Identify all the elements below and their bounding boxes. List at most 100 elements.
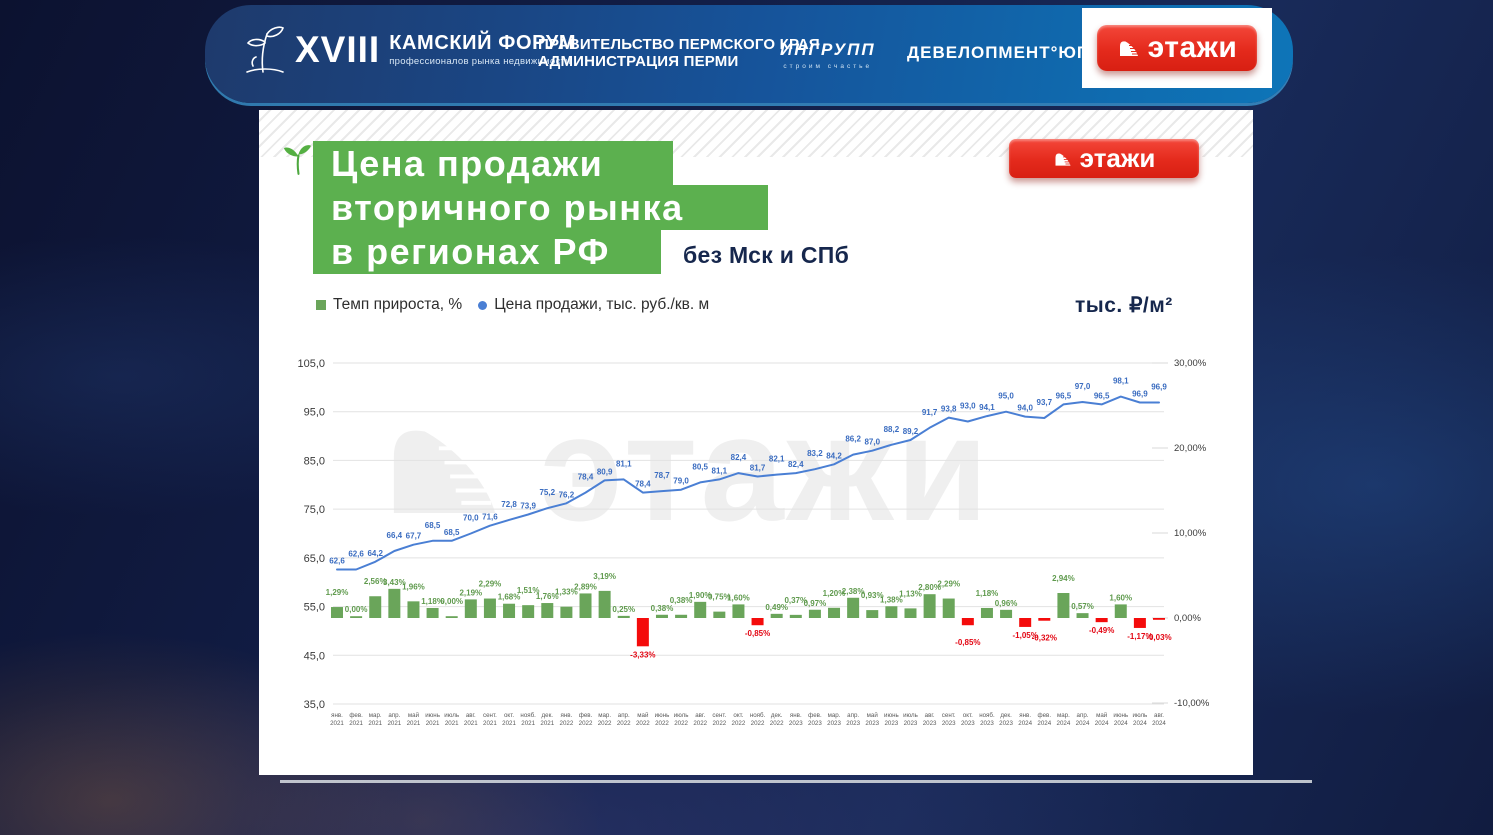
forum-text: КАМСКИЙ ФОРУМ профессионалов рынка недви… [389,32,576,67]
bar-value-label: 2,94% [1052,574,1075,583]
line-value-label: 76,2 [559,490,575,499]
x-axis-year: 2021 [445,720,459,727]
x-axis-year: 2022 [693,720,707,727]
line-value-label: 62,6 [348,550,364,559]
etazhi-house-icon [1055,152,1071,166]
line-value-label: 95,0 [998,392,1014,401]
x-axis-month: май [408,712,420,719]
line-value-label: 93,8 [941,405,957,414]
x-axis-month: сент. [942,712,956,719]
x-axis-month: май [867,712,879,719]
bar-value-label: 0,37% [784,596,807,605]
bar-value-label: 1,60% [1109,593,1132,602]
x-axis-month: июль [444,712,459,719]
x-axis-month: сент. [483,712,497,719]
x-axis-year: 2023 [789,720,803,727]
bar [1153,618,1165,620]
etazhi-house-icon [1119,41,1138,56]
x-axis-month: мар. [598,712,611,719]
line-value-label: 82,4 [731,453,747,462]
bar-value-label: 1,38% [880,595,903,604]
bar [445,616,458,618]
kamsky-forum-logo: XVIII КАМСКИЙ ФОРУМ профессионалов рынка… [243,22,576,76]
development-yug-logo: ДЕВЕЛОПМЕНТ°ЮГ [907,43,1088,62]
bar [522,605,535,618]
bar-value-label: 1,76% [536,592,559,601]
x-axis-year: 2024 [1133,720,1147,727]
bar [1057,593,1070,618]
x-axis-month: май [637,712,649,719]
bar-value-label: 2,80% [918,583,941,592]
bar [369,596,382,618]
bar [579,593,592,618]
forum-title: КАМСКИЙ ФОРУМ [389,31,577,54]
legend-bar-swatch [316,300,326,310]
x-axis-year: 2022 [617,720,631,727]
x-axis-year: 2021 [349,720,363,727]
bar-value-label: 1,68% [498,593,521,602]
x-axis-month: мар. [369,712,382,719]
x-axis-month: июнь [1113,712,1128,719]
line-value-label: 93,7 [1037,398,1053,407]
x-axis-year: 2023 [904,720,918,727]
legend-item-bars: Темп прироста, % [316,296,462,314]
bar [331,607,343,618]
chart-legend: Темп прироста, % Цена продажи, тыс. руб.… [316,296,709,314]
x-axis-month: окт. [504,712,514,719]
bar-value-label: 1,51% [517,586,540,595]
line-value-label: 94,1 [979,403,995,412]
x-axis-month: фев. [1038,712,1052,719]
line-value-label: 87,0 [864,438,880,447]
x-axis-year: 2024 [1057,720,1071,727]
bar [751,618,764,626]
x-axis-year: 2022 [636,720,650,727]
forum-subtitle: профессионалов рынка недвижимости [389,55,571,67]
x-axis-year: 2022 [732,720,746,727]
slide-card: этажи Цена продажи вторичного рынка в ре… [259,110,1253,775]
x-axis-year: 2021 [540,720,554,727]
x-axis-year: 2021 [426,720,440,727]
left-axis-tick: 35,0 [304,699,325,711]
line-value-label: 78,4 [635,480,651,489]
x-axis-month: янв. [1019,712,1031,719]
bar [617,615,630,618]
bar-value-label: 2,38% [842,587,865,596]
x-axis-month: сент. [712,712,726,719]
ingroup-tagline: строим счастье [783,63,873,70]
bar [483,598,496,618]
government-line2: АДМИНИСТРАЦИЯ ПЕРМИ [538,53,739,70]
x-axis-year: 2022 [655,720,669,727]
bar [388,588,401,618]
x-axis-year: 2022 [751,720,765,727]
bar-value-label: -1,05% [1013,631,1038,640]
bar-value-label: 1,20% [823,589,846,598]
line-value-label: 62,6 [329,557,345,566]
x-axis-month: авг. [695,712,705,719]
bar-value-label: 2,29% [937,580,960,589]
bar [847,597,860,618]
legend-line-dot [478,300,488,310]
etazhi-header-label: этажи [1147,31,1238,64]
x-axis-month: апр. [618,712,630,719]
line-value-label: 89,2 [903,427,919,436]
bar-value-label: 0,00% [345,605,368,614]
bar-value-label: 1,33% [555,588,578,597]
bar-value-label: 0,38% [670,596,693,605]
x-axis-month: фев. [349,712,363,719]
bar-value-label: 0,96% [995,599,1018,608]
x-axis-year: 2021 [464,720,478,727]
line-value-label: 83,2 [807,449,823,458]
bar [1114,604,1127,618]
x-axis-month: апр. [1077,712,1089,719]
line-value-label: 79,0 [673,477,689,486]
x-axis-month: июль [903,712,918,719]
bar-value-label: 0,97% [804,599,827,608]
bar [655,614,668,618]
bar-value-label: 0,38% [651,604,674,613]
line-value-label: 71,6 [482,513,498,522]
bar-value-label: 0,49% [765,603,788,612]
line-value-label: 72,8 [501,500,517,509]
page-title-line2: вторичного рынка [313,185,768,230]
x-axis-month: янв. [790,712,802,719]
x-axis-month: янв. [561,712,573,719]
